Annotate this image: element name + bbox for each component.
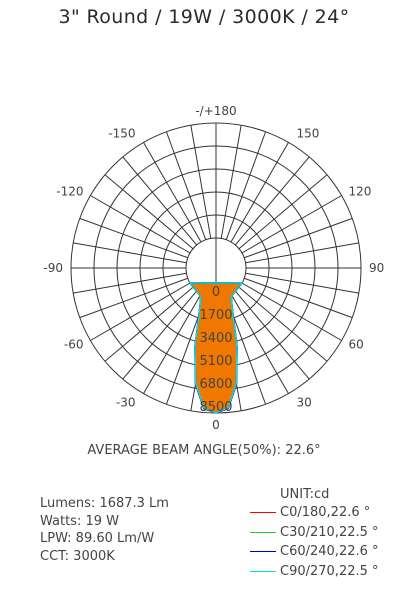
grid-spoke [238, 286, 328, 362]
beam-angle-caption: AVERAGE BEAM ANGLE(50%): 22.6° [87, 443, 321, 458]
grid-spoke [104, 174, 194, 250]
grid-spoke [73, 272, 187, 294]
legend-item-c0: C0/180,22.6 ° [250, 503, 379, 523]
angle-label: 30 [297, 396, 312, 410]
grid-spoke [90, 282, 191, 341]
legend-label-c60: C60/240,22.6 ° [280, 544, 379, 559]
grid-spoke [230, 142, 289, 243]
grid-spoke [238, 174, 328, 250]
chart-legend: UNIT:cd C0/180,22.6 ° C30/210,22.5 ° C60… [250, 486, 379, 581]
legend-label-c90: C90/270,22.5 ° [280, 563, 379, 579]
grid-spoke [73, 242, 187, 264]
grid-spoke [234, 290, 310, 380]
radial-tick-label: 5100 [199, 354, 232, 369]
angle-label: -60 [64, 338, 84, 352]
legend-label-c0: C0/180,22.6 ° [280, 505, 371, 520]
grid-spoke [244, 277, 353, 319]
grid-spoke [234, 156, 310, 246]
angle-label: 120 [349, 185, 372, 199]
grid-spoke [241, 282, 342, 341]
spec-list: Lumens: 1687.3 Lm Watts: 19 W LPW: 89.60… [40, 495, 169, 565]
radial-tick-label: 6800 [199, 377, 232, 392]
grid-spoke [225, 131, 267, 240]
polar-labels: -/+180 150 120 90 60 30 0 -30 -60 -90 -120 -150 0 170… [43, 104, 384, 432]
grid-spoke [90, 195, 191, 254]
angle-label: -90 [43, 261, 63, 275]
grid-spoke [241, 195, 342, 254]
angle-label: -/+180 [195, 104, 236, 118]
watts-value: Watts: 19 W [40, 513, 119, 529]
grid-spoke [245, 242, 359, 264]
legend-item-c90: C90/270,22.5 ° [250, 562, 379, 582]
angle-label: 150 [297, 126, 320, 140]
legend-swatch-c0 [250, 512, 276, 513]
grid-spoke [79, 277, 188, 319]
unit-label: UNIT:cd [280, 487, 330, 502]
angle-label: -30 [116, 396, 136, 410]
legend-label-c30: C30/210,22.5 ° [280, 524, 379, 540]
angle-label: -150 [108, 126, 135, 140]
grid-spoke [230, 293, 289, 394]
page-title: 3" Round / 19W / 3000K / 24° [58, 6, 350, 28]
lpw-value: LPW: 89.60 Lm/W [40, 531, 155, 546]
lumens-value: Lumens: 1687.3 Lm [40, 496, 169, 511]
grid-spoke [143, 293, 202, 394]
angle-label: -120 [56, 185, 83, 199]
grid-spoke [122, 156, 198, 246]
grid-spoke [122, 290, 198, 380]
grid-spoke [190, 125, 212, 239]
radial-tick-label: 8500 [199, 400, 232, 415]
angle-label: 0 [212, 418, 220, 432]
legend-item-c30: C30/210,22.5 ° [250, 523, 379, 543]
beam-fill [190, 283, 242, 413]
legend-swatch-c30 [250, 531, 276, 533]
grid-spoke [165, 131, 207, 240]
grid-spoke [220, 125, 242, 239]
angle-label: 90 [369, 261, 384, 275]
grid-spoke [104, 286, 194, 362]
series-curve-3 [188, 282, 244, 414]
legend-item-c60: C60/240,22.6 ° [250, 542, 379, 562]
legend-swatch-c60 [250, 551, 276, 552]
angle-label: 60 [349, 338, 364, 352]
grid-spoke [143, 142, 202, 243]
legend-swatch-c90 [250, 570, 276, 572]
radial-tick-label: 0 [212, 285, 220, 300]
grid-spoke [245, 272, 359, 294]
radial-tick-label: 3400 [199, 331, 232, 346]
radial-tick-label: 1700 [199, 308, 232, 323]
cct-value: CCT: 3000K [40, 548, 115, 564]
grid-spoke [244, 217, 353, 259]
grid-spoke [79, 217, 188, 259]
polar-curves [188, 282, 244, 414]
